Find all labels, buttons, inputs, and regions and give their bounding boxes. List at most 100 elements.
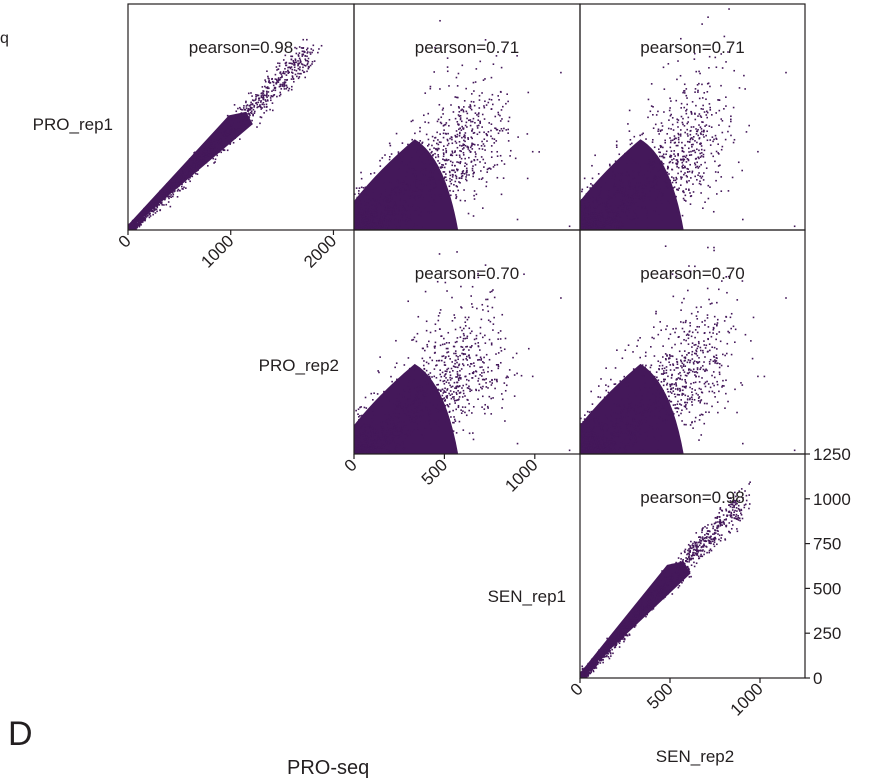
scatter-point (627, 210, 629, 212)
scatter-point (402, 425, 404, 427)
scatter-point (452, 155, 454, 157)
scatter-point (624, 168, 626, 170)
scatter-point (582, 189, 584, 191)
scatter-point (410, 157, 412, 159)
scatter-point (404, 373, 406, 375)
scatter-point (667, 187, 669, 189)
scatter-point (498, 132, 500, 134)
scatter-point (656, 188, 658, 190)
scatter-point (689, 164, 691, 166)
scatter-point (684, 166, 686, 168)
scatter-point (417, 151, 419, 153)
scatter-point (695, 128, 697, 130)
scatter-point (363, 227, 365, 229)
scatter-point (446, 122, 448, 124)
scatter-point (695, 164, 697, 166)
scatter-point (456, 176, 458, 178)
scatter-point (206, 153, 208, 155)
scatter-point (637, 174, 639, 176)
scatter-point (400, 442, 402, 444)
scatter-point (166, 188, 168, 190)
scatter-point (361, 198, 363, 200)
scatter-point (210, 138, 212, 140)
scatter-point (466, 356, 468, 358)
scatter-point (417, 433, 419, 435)
scatter-point (372, 192, 374, 194)
scatter-point (222, 138, 224, 140)
scatter-point (503, 177, 505, 179)
scatter-point (464, 200, 466, 202)
scatter-point (425, 193, 427, 195)
scatter-point (645, 185, 647, 187)
scatter-point (701, 108, 703, 110)
scatter-point (155, 205, 157, 207)
scatter-point (587, 223, 589, 225)
scatter-point (493, 63, 495, 65)
scatter-point (606, 211, 608, 213)
scatter-point (458, 181, 460, 183)
scatter-point (647, 215, 649, 217)
scatter-point (631, 219, 633, 221)
scatter-point (645, 200, 647, 202)
scatter-point (650, 184, 652, 186)
scatter-point (409, 226, 411, 228)
scatter-point (382, 200, 384, 202)
scatter-point (584, 199, 586, 201)
scatter-point (306, 39, 308, 41)
scatter-point (630, 139, 632, 141)
scatter-point (231, 124, 233, 126)
scatter-point (402, 168, 404, 170)
scatter-point (633, 160, 635, 162)
scatter-point (602, 227, 604, 229)
scatter-point (354, 225, 356, 227)
scatter-point (402, 183, 404, 185)
scatter-point (635, 197, 637, 199)
scatter-point (165, 204, 167, 206)
scatter-point (263, 104, 265, 106)
scatter-point (663, 67, 665, 69)
scatter-point (205, 160, 207, 162)
scatter-point (397, 226, 399, 228)
scatter-point (223, 131, 225, 133)
scatter-point (475, 375, 477, 377)
scatter-point (635, 162, 637, 164)
scatter-point (504, 420, 506, 422)
scatter-point (446, 381, 448, 383)
scatter-point (393, 204, 395, 206)
scatter-point (706, 130, 708, 132)
scatter-point (473, 118, 475, 120)
scatter-point (620, 227, 622, 229)
scatter-point (299, 58, 301, 60)
scatter-point (227, 115, 229, 117)
scatter-point (277, 68, 279, 70)
scatter-point (692, 150, 694, 152)
scatter-point (466, 168, 468, 170)
scatter-point (682, 147, 684, 149)
scatter-point (260, 106, 262, 108)
scatter-point (455, 194, 457, 196)
scatter-point (435, 330, 437, 332)
scatter-point (623, 199, 625, 201)
scatter-point (138, 215, 140, 217)
scatter-point (441, 175, 443, 177)
scatter-point (659, 156, 661, 158)
scatter-point (641, 199, 643, 201)
scatter-point (457, 337, 459, 339)
scatter-point (388, 201, 390, 203)
scatter-point (500, 362, 502, 364)
scatter-point (608, 173, 610, 175)
scatter-point (712, 136, 714, 138)
scatter-point (595, 210, 597, 212)
scatter-point (611, 175, 613, 177)
scatter-point (252, 114, 254, 116)
scatter-point (410, 376, 412, 378)
scatter-point (419, 161, 421, 163)
scatter-point (373, 216, 375, 218)
scatter-point (471, 101, 473, 103)
scatter-point (627, 217, 629, 219)
scatter-point (648, 158, 650, 160)
scatter-point (661, 188, 663, 190)
scatter-point (227, 137, 229, 139)
scatter-point (431, 204, 433, 206)
